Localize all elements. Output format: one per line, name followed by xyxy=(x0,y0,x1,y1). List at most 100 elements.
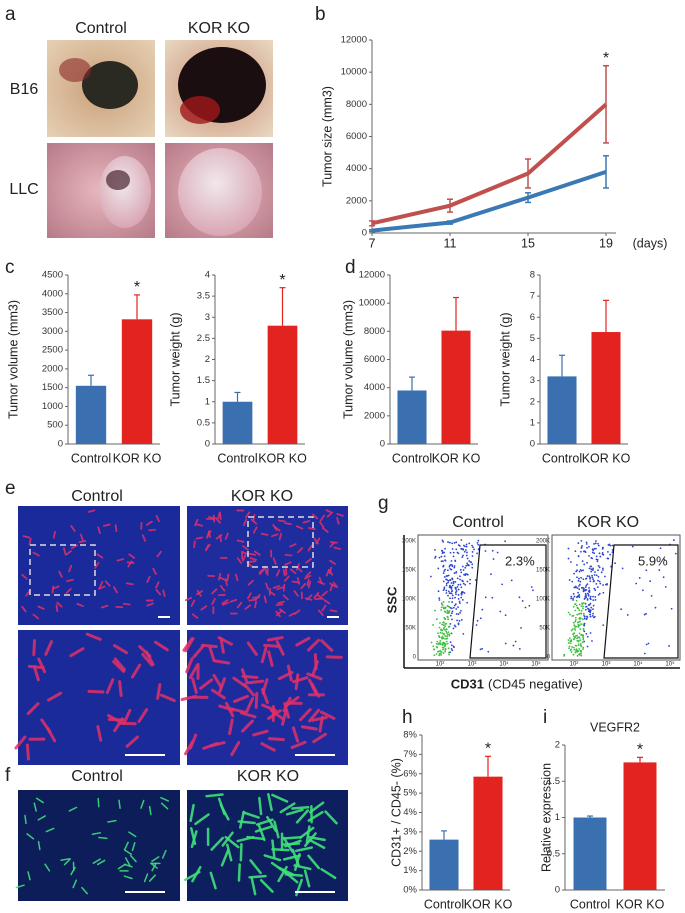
vessel xyxy=(268,590,276,596)
event-dot xyxy=(581,602,583,605)
vessel xyxy=(329,541,336,548)
tumor xyxy=(99,156,151,228)
vessel xyxy=(124,857,131,866)
event-dot xyxy=(434,609,436,612)
vessel xyxy=(260,646,268,664)
vessel xyxy=(261,687,269,705)
event-dot xyxy=(450,632,453,635)
event-dot xyxy=(586,583,589,586)
vessel xyxy=(205,544,210,552)
event-dot xyxy=(580,576,583,579)
event-dot xyxy=(645,643,648,646)
error-bar xyxy=(279,287,286,326)
event-dot xyxy=(582,627,585,630)
vessel xyxy=(63,547,67,555)
vessel xyxy=(94,562,100,569)
event-dot xyxy=(443,587,446,590)
vessel xyxy=(254,825,273,833)
event-dot xyxy=(443,621,445,624)
event-dot xyxy=(578,609,581,612)
event-dot xyxy=(584,602,587,605)
event-dot xyxy=(455,608,458,610)
y-axis-label: Tumor volume (mm3) xyxy=(6,300,20,419)
panel-letter: c xyxy=(5,257,15,278)
vessel xyxy=(113,644,129,655)
vessel xyxy=(228,718,234,736)
event-dot xyxy=(468,560,471,562)
vessel xyxy=(156,683,162,700)
error-bar xyxy=(88,374,94,386)
micrograph xyxy=(18,506,180,625)
vessel xyxy=(37,840,41,851)
vessel xyxy=(244,604,252,610)
event-dot xyxy=(456,585,459,588)
event-dot xyxy=(668,645,670,647)
event-dot xyxy=(467,564,470,566)
vessel xyxy=(250,877,257,896)
vessel xyxy=(194,518,199,527)
vessel xyxy=(275,603,284,607)
event-dot xyxy=(594,599,597,601)
event-dot xyxy=(430,641,433,644)
vessel xyxy=(219,803,230,821)
event-dot xyxy=(641,589,644,592)
y-axis-label: Tumor weight (g) xyxy=(498,312,512,406)
panel-letter: a xyxy=(5,4,16,25)
event-dot xyxy=(448,609,451,612)
event-dot xyxy=(597,542,599,545)
y-tick-label: 2% xyxy=(403,846,417,857)
event-dot xyxy=(606,583,608,586)
event-dot xyxy=(578,585,580,587)
vessel xyxy=(28,537,32,546)
event-dot xyxy=(445,584,448,587)
event-dot xyxy=(574,603,577,605)
event-dot xyxy=(454,591,457,594)
vessel xyxy=(241,550,249,556)
y-tick-label: 4500 xyxy=(42,270,63,281)
event-dot xyxy=(456,619,458,622)
vessel xyxy=(87,689,105,694)
event-dot xyxy=(460,539,463,541)
vessel xyxy=(320,868,337,880)
x-tick-label: 7 xyxy=(369,236,376,250)
error-bar xyxy=(447,220,453,225)
event-dot xyxy=(447,618,449,621)
event-dot xyxy=(585,632,588,635)
event-dot xyxy=(440,606,443,609)
vessel xyxy=(235,573,239,582)
chart-title: VEGFR2 xyxy=(590,720,640,734)
event-dot xyxy=(580,605,583,608)
event-dot xyxy=(445,582,448,585)
event-dot xyxy=(454,560,457,562)
x-axis-label: (days) xyxy=(633,236,668,250)
event-dot xyxy=(586,635,589,638)
event-dot xyxy=(568,579,571,581)
event-dot xyxy=(435,618,438,621)
vessel xyxy=(217,511,221,520)
event-dot xyxy=(588,591,591,593)
event-dot xyxy=(504,642,507,645)
vessel xyxy=(70,544,78,550)
event-dot xyxy=(458,619,461,622)
x-tick-label: KOR KO xyxy=(258,451,307,465)
event-dot xyxy=(597,565,600,567)
vessel xyxy=(278,532,283,541)
vessel xyxy=(152,567,157,575)
vessel xyxy=(308,838,326,850)
bar xyxy=(547,376,577,444)
vessel xyxy=(307,544,313,552)
event-dot xyxy=(576,613,579,616)
event-dot xyxy=(586,615,588,618)
event-dot xyxy=(614,562,616,565)
vessel xyxy=(63,858,72,866)
vessel xyxy=(317,580,325,585)
event-dot xyxy=(476,542,479,544)
event-dot xyxy=(570,650,573,653)
vessel xyxy=(21,605,27,613)
event-dot xyxy=(563,653,566,656)
event-dot xyxy=(439,639,442,642)
event-dot xyxy=(593,552,596,555)
event-dot xyxy=(580,609,583,612)
event-dot xyxy=(445,640,448,643)
vessel xyxy=(123,841,129,851)
